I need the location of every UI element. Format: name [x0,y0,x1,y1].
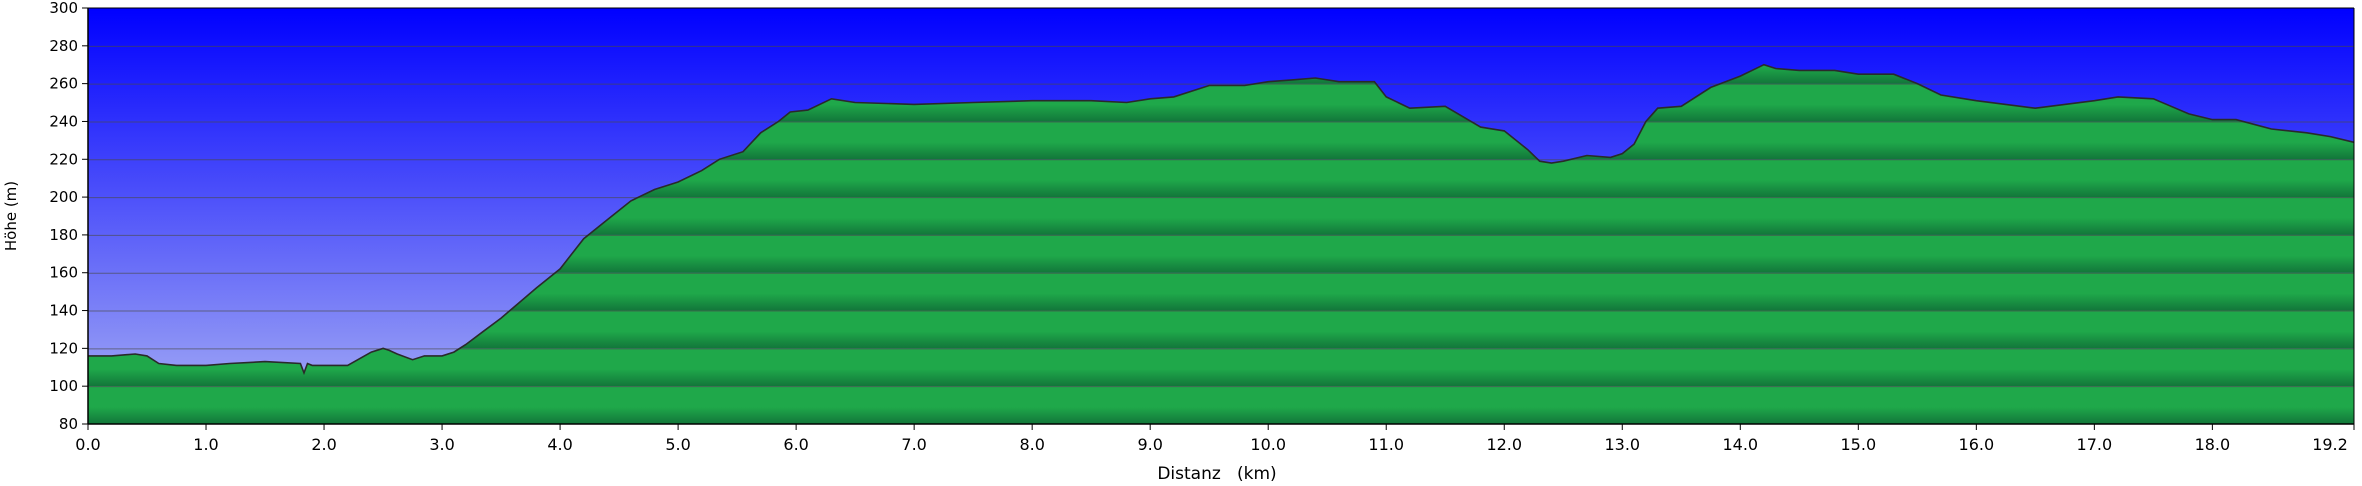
x-tick-labels: 0.0 1.0 2.0 3.0 4.0 5.0 6.0 7.0 8.0 9.0 10.0 11.0 12… [75,435,2348,454]
x-tick-label: 11.0 [1368,435,1404,454]
y-tick-label: 80 [59,415,78,433]
x-tick-label: 12.0 [1486,435,1522,454]
x-tick-label: 13.0 [1604,435,1640,454]
x-tick-label: 4.0 [547,435,572,454]
grid-lines [88,45,2354,388]
y-tick-label: 280 [49,37,78,55]
y-tick-label: 260 [49,75,78,93]
x-tick-label: 5.0 [665,435,690,454]
x-tick-label: 8.0 [1019,435,1044,454]
y-tick-label: 100 [49,377,78,395]
x-tick-label: 15.0 [1841,435,1877,454]
x-tick-label: 3.0 [429,435,454,454]
y-tick-label: 120 [49,339,78,357]
x-axis-label: Distanz (km) [1157,464,1276,484]
x-tick-label: 10.0 [1250,435,1286,454]
axes [82,7,2355,430]
x-tick-label: 2.0 [311,435,336,454]
y-tick-labels: 80 100 120 140 160 180 200 220 240 260 280 300 [49,0,78,433]
y-tick-label: 220 [49,150,78,168]
y-tick-label: 240 [49,112,78,130]
area-band [88,348,2354,387]
y-tick-label: 160 [49,264,78,282]
x-tick-label: 16.0 [1959,435,1995,454]
area-band [88,386,2354,424]
x-tick-label: 18.0 [2195,435,2231,454]
y-tick-label: 140 [49,302,78,320]
x-tick-label: 1.0 [193,435,218,454]
y-tick-label: 180 [49,226,78,244]
elevation-line [88,63,2355,376]
x-tick-label: 19.2 [2312,435,2348,454]
x-tick-label: 17.0 [2077,435,2113,454]
x-tick-label: 14.0 [1722,435,1758,454]
x-tick-label: 9.0 [1137,435,1162,454]
x-tick-label: 0.0 [75,435,100,454]
y-axis-label: Höhe (m) [2,181,20,251]
x-tick-label: 7.0 [901,435,926,454]
x-tick-label: 6.0 [783,435,808,454]
y-tick-label: 300 [49,0,78,17]
y-tick-label: 200 [49,188,78,206]
